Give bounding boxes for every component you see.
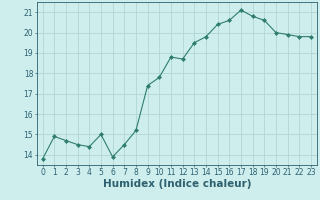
X-axis label: Humidex (Indice chaleur): Humidex (Indice chaleur): [102, 179, 251, 189]
